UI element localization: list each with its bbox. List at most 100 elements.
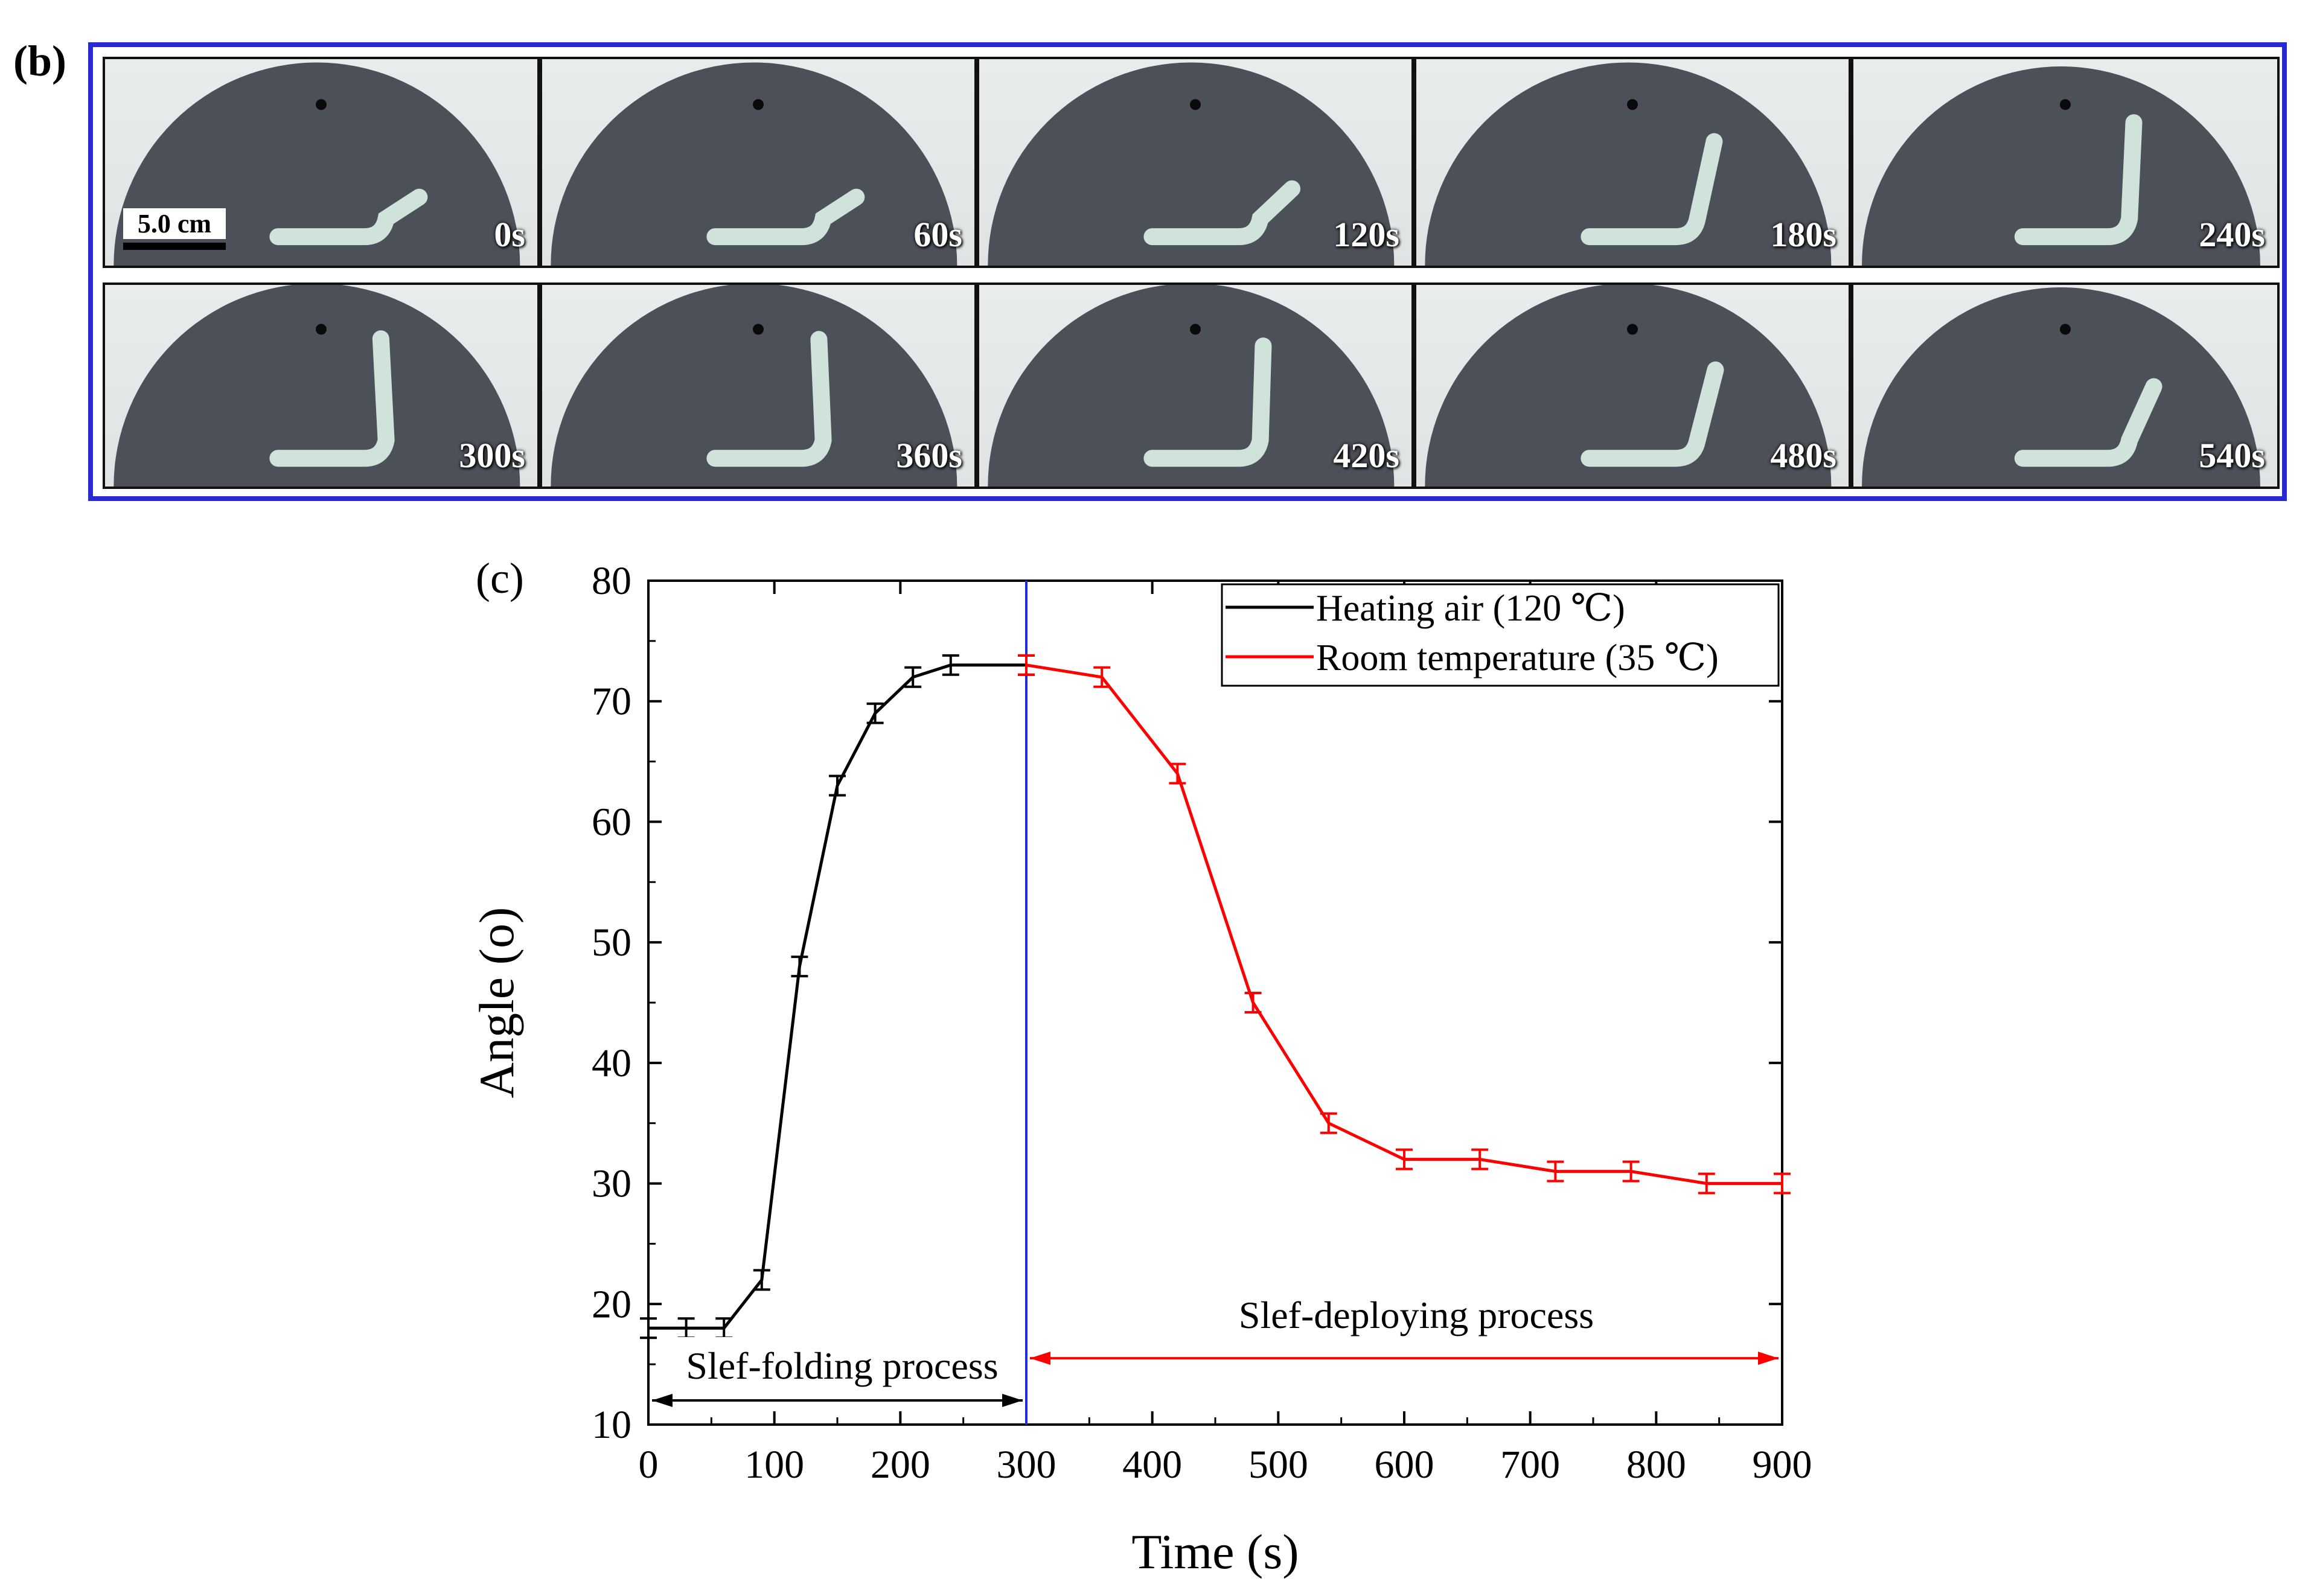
legend-label-0: Heating air (120 ℃) <box>1316 588 1625 629</box>
plot-frame <box>647 579 1783 1426</box>
dark-plate <box>988 62 1395 266</box>
data-point-errorbar <box>753 1269 770 1291</box>
photo-frame-480s: 480s <box>1414 282 1851 489</box>
data-point-errorbar <box>1622 1160 1640 1183</box>
frame-time-label: 240s <box>2199 215 2265 254</box>
x-tick-label: 400 <box>1122 1443 1182 1487</box>
bent-tube <box>2014 114 2143 246</box>
data-point-errorbar <box>1774 1172 1791 1195</box>
photo-sequence-frame: 5.0 cm 0s 60s 120s 180s 240s 300s 360s 42… <box>88 42 2287 501</box>
scale-bar-label: 5.0 cm <box>123 208 226 239</box>
x-axis-title: Time (s) <box>1131 1524 1299 1579</box>
photo-frame-360s: 360s <box>540 282 977 489</box>
series-line-1 <box>1026 663 1782 1186</box>
frame-time-label: 0s <box>494 215 525 254</box>
scale-bar-line <box>123 243 226 250</box>
legend-box <box>1221 583 1780 687</box>
photo-frame-420s: 420s <box>977 282 1414 489</box>
bent-tube <box>706 331 832 467</box>
annotation-arrowhead-right-0 <box>1002 1394 1023 1408</box>
y-axis-title: Angle (o) <box>469 907 524 1099</box>
photo-scene <box>1425 285 1832 487</box>
y-tick-label: 10 <box>592 1403 631 1447</box>
data-point-errorbar <box>791 956 808 978</box>
plate-hole <box>2060 99 2071 110</box>
bent-tube <box>1143 180 1301 246</box>
scale-bar: 5.0 cm <box>123 208 226 250</box>
y-tick-label: 30 <box>592 1162 631 1206</box>
data-point-errorbar <box>942 654 959 676</box>
plate-hole <box>316 99 327 110</box>
y-tick-label: 60 <box>592 800 631 844</box>
data-point-errorbar <box>1169 762 1186 785</box>
data-point-errorbar <box>1244 992 1262 1013</box>
plate-hole <box>2060 324 2071 335</box>
frame-time-label: 420s <box>1333 436 1399 475</box>
dark-plate <box>1862 287 2260 487</box>
data-point-errorbar <box>1018 654 1035 676</box>
panel-c-label: (c) <box>476 554 524 602</box>
photo-scene <box>113 285 520 487</box>
bent-tube <box>2014 378 2162 467</box>
x-tick-label: 800 <box>1626 1443 1686 1487</box>
dark-plate <box>1425 285 1832 487</box>
plate-hole <box>753 324 764 335</box>
panel-b-label: (b) <box>13 37 66 85</box>
plate-hole <box>1190 99 1201 110</box>
x-tick-label: 900 <box>1753 1443 1812 1487</box>
y-tick-label: 40 <box>592 1041 631 1085</box>
x-tick-label: 300 <box>997 1443 1056 1487</box>
photo-frame-300s: 300s <box>103 282 540 489</box>
data-point-errorbar <box>1547 1160 1564 1183</box>
photo-scene <box>988 285 1395 487</box>
y-tick-label: 50 <box>592 921 631 965</box>
frame-time-label: 540s <box>2199 436 2265 475</box>
photo-frame-60s: 60s <box>540 57 977 268</box>
y-tick-label: 20 <box>592 1282 631 1326</box>
frame-time-label: 120s <box>1333 215 1399 254</box>
x-tick-label: 500 <box>1248 1443 1308 1487</box>
dark-plate <box>113 285 520 487</box>
frame-time-label: 480s <box>1770 436 1836 475</box>
data-point-errorbar <box>866 702 884 724</box>
x-tick-label: 600 <box>1375 1443 1434 1487</box>
annotation-bg-0 <box>658 1337 1018 1387</box>
dark-plate <box>551 285 957 487</box>
plate-hole <box>1627 324 1638 335</box>
dark-plate <box>1862 66 2260 266</box>
data-point-errorbar <box>640 1317 657 1339</box>
y-tick-label: 80 <box>592 559 631 603</box>
plate-hole <box>316 324 327 335</box>
annotation-arrowhead-left-0 <box>652 1394 673 1408</box>
plate-hole <box>1627 99 1638 110</box>
frame-time-label: 180s <box>1770 215 1836 254</box>
frame-time-label: 360s <box>896 436 962 475</box>
frame-time-label: 60s <box>913 215 962 254</box>
dark-plate <box>551 62 957 266</box>
photo-scene <box>551 62 957 266</box>
y-tick-label: 70 <box>592 680 631 724</box>
annotation-arrowhead-left-1 <box>1030 1352 1050 1365</box>
x-tick-label: 100 <box>744 1443 804 1487</box>
legend-label-1: Room temperature (35 ℃) <box>1316 637 1719 678</box>
photo-frame-120s: 120s <box>977 57 1414 268</box>
bent-tube <box>1581 361 1724 467</box>
data-point-errorbar <box>904 666 922 688</box>
data-point-errorbar <box>1093 666 1111 688</box>
bent-tube <box>1143 337 1272 467</box>
dark-plate <box>1425 62 1832 266</box>
dark-plate <box>988 285 1395 487</box>
photo-frame-540s: 540s <box>1851 282 2280 489</box>
data-point-errorbar <box>1320 1112 1337 1134</box>
series-line-0 <box>648 663 1026 1330</box>
data-point-errorbar <box>1698 1172 1715 1195</box>
bent-tube <box>269 188 428 246</box>
plate-hole <box>1190 324 1201 335</box>
photo-scene <box>1425 62 1832 266</box>
photo-scene <box>1862 287 2260 487</box>
x-tick-label: 700 <box>1500 1443 1560 1487</box>
plate-hole <box>753 99 764 110</box>
photo-scene <box>988 62 1395 266</box>
x-tick-label: 200 <box>871 1443 930 1487</box>
